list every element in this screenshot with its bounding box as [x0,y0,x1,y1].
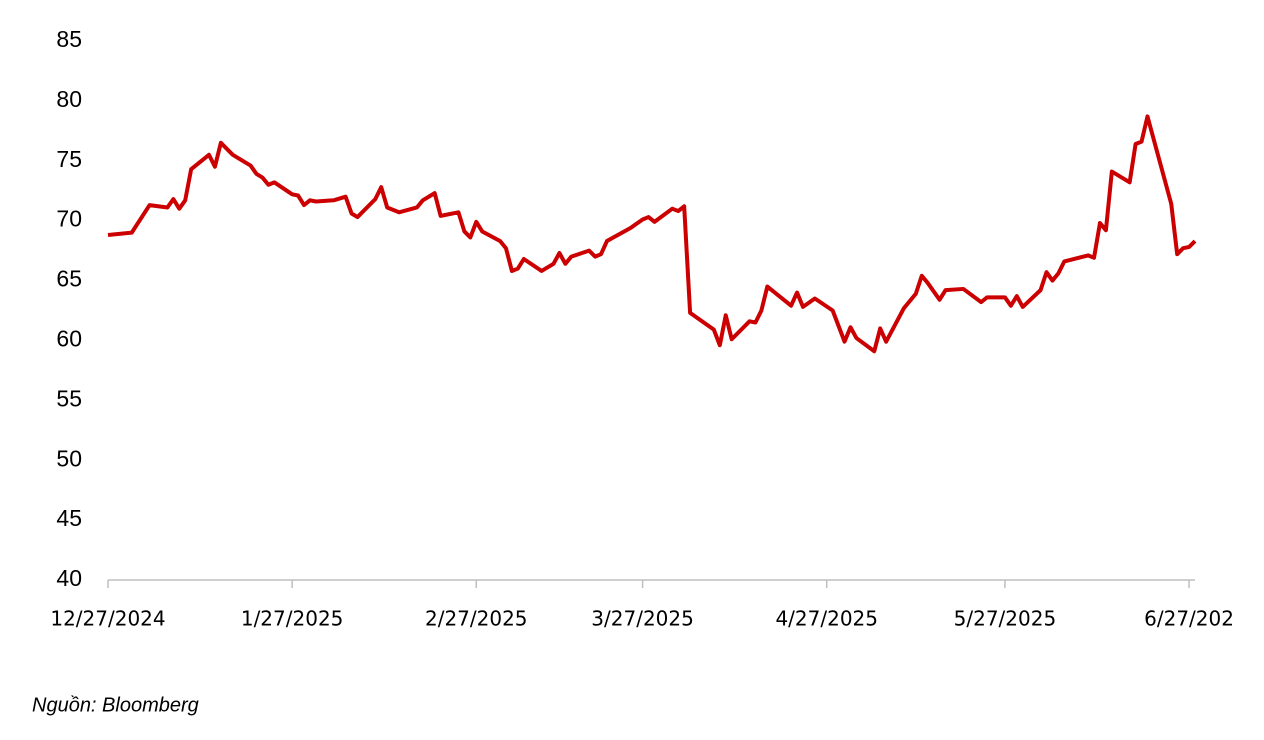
y-tick-label: 45 [56,505,82,531]
y-tick-label: 75 [56,146,82,172]
y-tick-label: 40 [56,565,82,591]
x-tick-label: 5/27/2025 [954,607,1057,631]
x-tick-label: 12/27/2024 [50,607,165,631]
x-tick-label: 4/27/2025 [775,607,878,631]
source-note: Nguồn: Bloomberg [32,694,199,716]
x-tick-label: 2/27/2025 [425,607,528,631]
y-tick-label: 55 [56,385,82,411]
x-tick-label: 6/27/202 [1144,607,1234,631]
y-tick-label: 65 [56,266,82,292]
y-tick-label: 50 [56,445,82,471]
y-tick-label: 60 [56,326,82,352]
price-line [107,114,1197,354]
x-tick-label: 1/27/2025 [241,607,344,631]
y-tick-label: 70 [56,206,82,232]
y-tick-label: 85 [56,26,82,52]
y-tick-label: 80 [56,86,82,112]
x-tick-label: 3/27/2025 [591,607,694,631]
